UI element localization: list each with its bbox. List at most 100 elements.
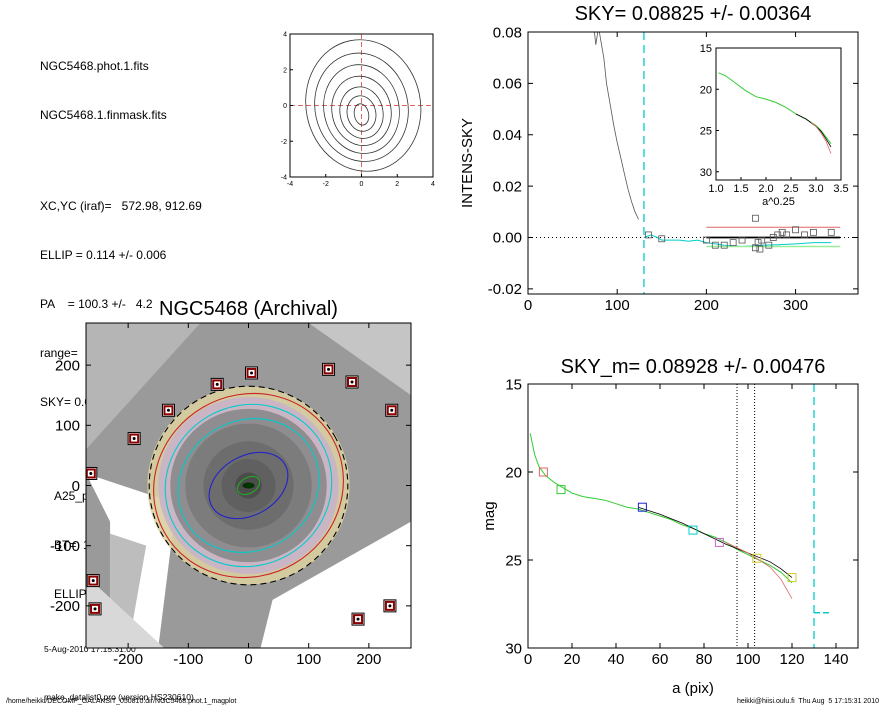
mag-point — [714, 537, 724, 547]
star-center — [91, 579, 95, 583]
y-tick-label: -200 — [50, 598, 80, 615]
y-tick-label: 0 — [283, 103, 287, 110]
inset-x-tick-label: 2.0 — [758, 183, 773, 195]
masked-region — [260, 521, 411, 648]
star-center — [250, 371, 254, 375]
sky-point — [801, 231, 808, 239]
x-tick-label: 80 — [696, 651, 713, 668]
y-tick-label: 0.06 — [493, 76, 522, 93]
y-tick-label: -4 — [281, 175, 287, 182]
info-line: XC,YC (iraf)= 572.98, 912.69 — [40, 199, 202, 213]
y-tick-label: 25 — [505, 552, 522, 569]
y-tick-label: 15 — [505, 376, 522, 393]
inset-x-tick-label: 2.5 — [783, 183, 798, 195]
inset-red-profile — [810, 121, 832, 154]
x-tick-label: 300 — [783, 297, 808, 314]
info-line: PA = 100.3 +/- 4.2 — [40, 297, 153, 311]
galaxy-image-plot: -200 -100 0 100 200 -200 -100 0 100 200 NGC5468 (A… — [50, 298, 412, 668]
x-tick-label: 200 — [694, 297, 719, 314]
mag-point — [688, 525, 698, 535]
star-center — [215, 382, 219, 386]
y-axis-label: mag — [481, 501, 498, 530]
sky-point — [658, 235, 666, 243]
y-tick-label: 100 — [55, 418, 80, 435]
inset-background — [716, 48, 841, 180]
footer-right: heikki@hiisi.oulu.fi Thu Aug 5 17:15:31 … — [736, 698, 879, 705]
sky-point — [774, 231, 782, 239]
x-tick-label: 60 — [652, 651, 669, 668]
x-tick-label: 0 — [524, 651, 532, 668]
y-tick-label: 0.08 — [493, 24, 522, 41]
x-tick-label: -4 — [287, 181, 293, 188]
y-tick-label: -100 — [50, 538, 80, 555]
sky-point — [756, 245, 764, 253]
chart-title: NGC5468 (Archival) — [159, 298, 338, 320]
x-tick-label: 20 — [564, 651, 581, 668]
x-tick-label: 100 — [605, 297, 630, 314]
x-tick-label: 140 — [823, 651, 848, 668]
x-axis-label: a (pix) — [672, 680, 714, 697]
y-tick-label: 0.00 — [493, 230, 522, 247]
sky-point — [827, 228, 835, 236]
y-tick-label: -0.02 — [488, 281, 522, 298]
contour-level — [323, 64, 400, 154]
inset-x-tick-label: 1.0 — [708, 183, 723, 195]
mag-point — [637, 502, 647, 512]
inset-x-tick-label: 3.0 — [808, 183, 823, 195]
mag-point — [538, 467, 548, 477]
inset-x-axis-label: a^0.25 — [762, 196, 795, 208]
chart-title: SKY_m= 0.08928 +/- 0.00476 — [561, 356, 826, 378]
sky-point — [711, 241, 719, 249]
program-line: make_datalist0.pro (version HS230610) — [44, 692, 194, 702]
contour-level — [305, 39, 422, 172]
star-center — [327, 367, 331, 371]
star-center — [93, 607, 97, 611]
info-line: NGC5468.1.finmask.fits — [40, 108, 167, 122]
y-tick-label: 20 — [505, 464, 522, 481]
sky-plot: 0 100 200 300 -0.02 0.00 0.02 0.04 0.06 0.08 SKY= … — [459, 3, 859, 314]
image-data — [86, 323, 411, 648]
isophote-ellipse — [177, 418, 320, 553]
contour-level — [339, 86, 384, 139]
light-region — [86, 323, 201, 450]
contour-level — [346, 95, 377, 132]
isophote-ellipse — [153, 392, 344, 579]
x-tick-label: 100 — [735, 651, 760, 668]
x-tick-label: 0 — [360, 181, 364, 188]
y-tick-label: 200 — [55, 357, 80, 374]
star-center — [132, 437, 136, 441]
y-tick-label: -2 — [281, 139, 287, 146]
x-tick-label: -200 — [113, 651, 143, 668]
mag-point — [787, 573, 797, 583]
isophote-ellipse — [208, 451, 289, 520]
y-tick-label: 4 — [283, 32, 287, 39]
y-tick-label: 0 — [72, 478, 80, 495]
intensity-profile — [594, 32, 639, 220]
sky-point — [792, 226, 799, 234]
star-center — [356, 617, 360, 621]
x-tick-label: 40 — [608, 651, 625, 668]
info-line: ELLIP = 0.114 +/- 0.006 — [40, 248, 167, 262]
footer-left: /home/heikki/DECOMP_GALAKSIT_050810.dir/… — [6, 698, 237, 705]
sky-point — [645, 231, 652, 239]
red-profile — [725, 542, 793, 599]
info-line: NGC5468.phot.1.fits — [40, 59, 149, 73]
chart-title: SKY= 0.08825 +/- 0.00364 — [575, 3, 812, 25]
x-tick-label: -2 — [323, 181, 329, 188]
inset-y-tick-label: 15 — [700, 43, 712, 55]
outer-profile — [643, 234, 832, 248]
sky-point — [778, 228, 786, 236]
inset-y-tick-label: 25 — [700, 126, 712, 138]
sky-point — [720, 241, 728, 249]
y-tick-label: 2 — [283, 67, 287, 74]
light-region — [308, 323, 411, 396]
inset-black-profile — [795, 113, 832, 148]
sky-point — [810, 228, 817, 236]
green-profile — [529, 433, 793, 584]
star-center — [89, 471, 93, 475]
star-center — [166, 408, 170, 412]
star-center — [350, 380, 354, 384]
sky-point — [702, 236, 710, 244]
mag-point — [556, 485, 566, 495]
axes-frame — [527, 383, 859, 649]
